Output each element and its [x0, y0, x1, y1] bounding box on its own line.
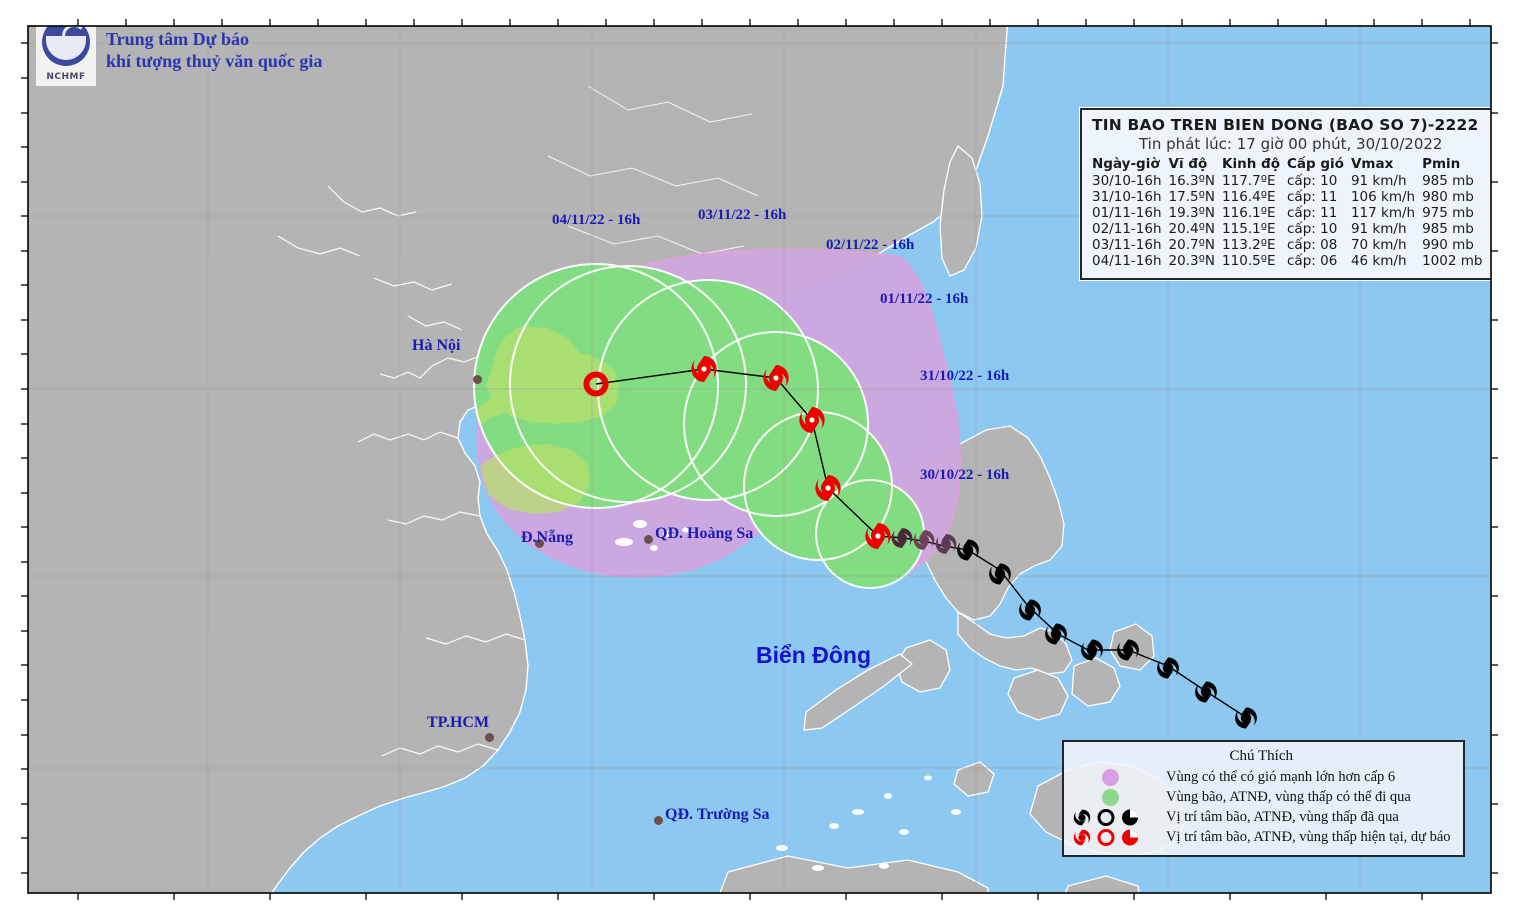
- cell-lat: 20.4ºN: [1168, 221, 1216, 237]
- storm-info-panel: TIN BAO TREN BIEN DONG (BAO SO 7)-2222 T…: [1080, 108, 1502, 280]
- legend-title: Chú Thích: [1229, 748, 1293, 764]
- city-label-tp-hcm: TP.HCM: [427, 714, 490, 731]
- cell-datetime: 04/11-16h: [1092, 253, 1162, 269]
- cell-lat: 20.3ºN: [1168, 253, 1216, 269]
- cell-pmin: 985 mb: [1422, 173, 1474, 189]
- brand-line-2: khí tượng thuỷ văn quốc gia: [106, 51, 323, 71]
- forecast-time-label-04-11: 04/11/22 - 16h: [552, 212, 641, 228]
- cell-vmax: 91 km/h: [1350, 221, 1407, 237]
- cell-vmax: 46 km/h: [1350, 253, 1407, 269]
- island-label-truong-sa: QĐ. Trường Sa: [665, 806, 770, 823]
- axis-bottom: [0, 893, 1519, 919]
- city-dot-ha-noi: [473, 375, 482, 384]
- cell-lat: 20.7ºN: [1168, 237, 1216, 253]
- legend-item-past-positions: Vị trí tâm bão, ATNĐ, vùng thấp đã qua: [1072, 808, 1451, 827]
- city-label-da-nang: Đ.Nẵng: [521, 529, 574, 546]
- cell-lon: 116.1ºE: [1222, 205, 1276, 221]
- map-legend: Chú Thích Vùng có thể có gió mạnh lớn hơ…: [1062, 740, 1465, 857]
- legend-symbol-black-markers: [1072, 808, 1158, 827]
- black-circle-icon: [1097, 809, 1115, 826]
- table-row: 30/10-16h 16.3ºN 117.7ºE cấp: 10 91 km/h 985 …: [1092, 173, 1489, 189]
- col-pmin: Pmin: [1422, 156, 1461, 172]
- cell-datetime: 31/10-16h: [1092, 189, 1162, 205]
- cell-grade: cấp: 11: [1287, 189, 1338, 205]
- sea-label-bien-dong: Biển Đông: [756, 642, 871, 668]
- axis-top: [0, 0, 1519, 26]
- table-row: 31/10-16h 17.5ºN 116.4ºE cấp: 11 106 km/h 980…: [1092, 189, 1489, 205]
- island-label-hoang-sa: QĐ. Hoàng Sa: [655, 525, 754, 542]
- table-header-row: Ngày-giờ Vĩ độ Kinh độ Cấp gió Vmax Pmin: [1092, 156, 1489, 173]
- info-panel-issued-time: Tin phát lúc: 17 giờ 00 phút, 30/10/2022: [1138, 135, 1443, 153]
- legend-label-track-zone: Vùng bão, ATNĐ, vùng thấp có thể đi qua: [1166, 789, 1411, 805]
- col-grade: Cấp gió: [1287, 156, 1344, 172]
- table-row: 01/11-16h 19.3ºN 116.1ºE cấp: 11 117 km/h 975…: [1092, 205, 1489, 221]
- cell-vmax: 106 km/h: [1350, 189, 1416, 205]
- cell-grade: cấp: 08: [1287, 237, 1338, 253]
- cell-pmin: 985 mb: [1422, 221, 1474, 237]
- black-typhoon-icon: [1073, 809, 1091, 826]
- forecast-table: Ngày-giờ Vĩ độ Kinh độ Cấp gió Vmax Pmin…: [1092, 156, 1489, 269]
- red-circle-icon: [1097, 829, 1115, 846]
- legend-label-gale-zone: Vùng có thể có gió mạnh lớn hơn cấp 6: [1166, 769, 1396, 785]
- cell-lat: 19.3ºN: [1168, 205, 1216, 221]
- table-row: 02/11-16h 20.4ºN 115.1ºE cấp: 10 91 km/h 985 …: [1092, 221, 1489, 237]
- cell-lon: 117.7ºE: [1222, 173, 1276, 189]
- cell-lon: 116.4ºE: [1222, 189, 1276, 205]
- cell-vmax: 91 km/h: [1350, 173, 1407, 189]
- cell-grade: cấp: 10: [1287, 173, 1338, 189]
- axis-left: [0, 0, 28, 919]
- forecast-time-label-31-10: 31/10/22 - 16h: [920, 368, 1010, 384]
- forecast-time-label-30-10: 30/10/22 - 16h: [920, 467, 1010, 483]
- forecast-time-label-02-11: 02/11/22 - 16h: [826, 237, 915, 253]
- brand-text: Trung tâm Dự báo khí tượng thuỷ văn quốc…: [106, 28, 322, 73]
- legend-item-current-forecast: Vị trí tâm bão, ATNĐ, vùng thấp hiện tại…: [1072, 828, 1451, 847]
- cell-pmin: 1002 mb: [1422, 253, 1483, 269]
- forecast-time-label-01-11: 01/11/22 - 16h: [880, 291, 969, 307]
- cell-vmax: 70 km/h: [1350, 237, 1407, 253]
- table-row: 04/11-16h 20.3ºN 110.5ºE cấp: 06 46 km/h 1002…: [1092, 253, 1489, 269]
- cell-datetime: 02/11-16h: [1092, 221, 1162, 237]
- cell-grade: cấp: 11: [1287, 205, 1338, 221]
- table-row: 03/11-16h 20.7ºN 113.2ºE cấp: 08 70 km/h 990 …: [1092, 237, 1489, 253]
- legend-label-current-forecast: Vị trí tâm bão, ATNĐ, vùng thấp hiện tại…: [1166, 829, 1451, 845]
- cell-grade: cấp: 10: [1287, 221, 1338, 237]
- legend-item-gale-zone: Vùng có thể có gió mạnh lớn hơn cấp 6: [1072, 768, 1451, 787]
- axis-right: [1491, 0, 1519, 919]
- col-lat: Vĩ độ: [1168, 156, 1208, 172]
- red-typhoon-icon: [1073, 829, 1091, 846]
- city-dot-tp-hcm: [485, 733, 494, 742]
- col-datetime: Ngày-giờ: [1092, 156, 1160, 172]
- forecast-time-label-03-11: 03/11/22 - 16h: [698, 207, 787, 223]
- island-dot-truong-sa: [654, 816, 663, 825]
- cell-pmin: 975 mb: [1422, 205, 1474, 221]
- cell-datetime: 01/11-16h: [1092, 205, 1162, 221]
- cell-datetime: 03/11-16h: [1092, 237, 1162, 253]
- cell-datetime: 30/10-16h: [1092, 173, 1162, 189]
- cell-lon: 110.5ºE: [1222, 253, 1276, 269]
- legend-symbol-red-markers: [1072, 828, 1158, 847]
- info-panel-title: TIN BAO TREN BIEN DONG (BAO SO 7)-2222: [1092, 116, 1479, 134]
- legend-symbol-purple-zone: [1072, 768, 1158, 787]
- cell-lon: 113.2ºE: [1222, 237, 1276, 253]
- black-halfcircle-icon: [1122, 809, 1138, 826]
- red-halfcircle-icon: [1122, 829, 1138, 846]
- cell-pmin: 980 mb: [1422, 189, 1474, 205]
- legend-label-past-positions: Vị trí tâm bão, ATNĐ, vùng thấp đã qua: [1166, 809, 1399, 825]
- cell-grade: cấp: 06: [1287, 253, 1338, 269]
- cell-vmax: 117 km/h: [1350, 205, 1416, 221]
- cell-lat: 16.3ºN: [1168, 173, 1216, 189]
- island-dot-hoang-sa: [644, 535, 653, 544]
- cell-lat: 17.5ºN: [1168, 189, 1216, 205]
- cell-lon: 115.1ºE: [1222, 221, 1276, 237]
- nchmf-logo-text: NCHMF: [46, 72, 86, 82]
- legend-item-track-zone: Vùng bão, ATNĐ, vùng thấp có thể đi qua: [1072, 788, 1451, 807]
- city-label-ha-noi: Hà Nội: [412, 337, 461, 354]
- legend-symbol-green-zone: [1072, 788, 1158, 807]
- col-lon: Kinh độ: [1222, 156, 1280, 172]
- brand-line-1: Trung tâm Dự báo: [106, 28, 249, 49]
- cell-pmin: 990 mb: [1422, 237, 1474, 253]
- col-vmax: Vmax: [1350, 156, 1394, 172]
